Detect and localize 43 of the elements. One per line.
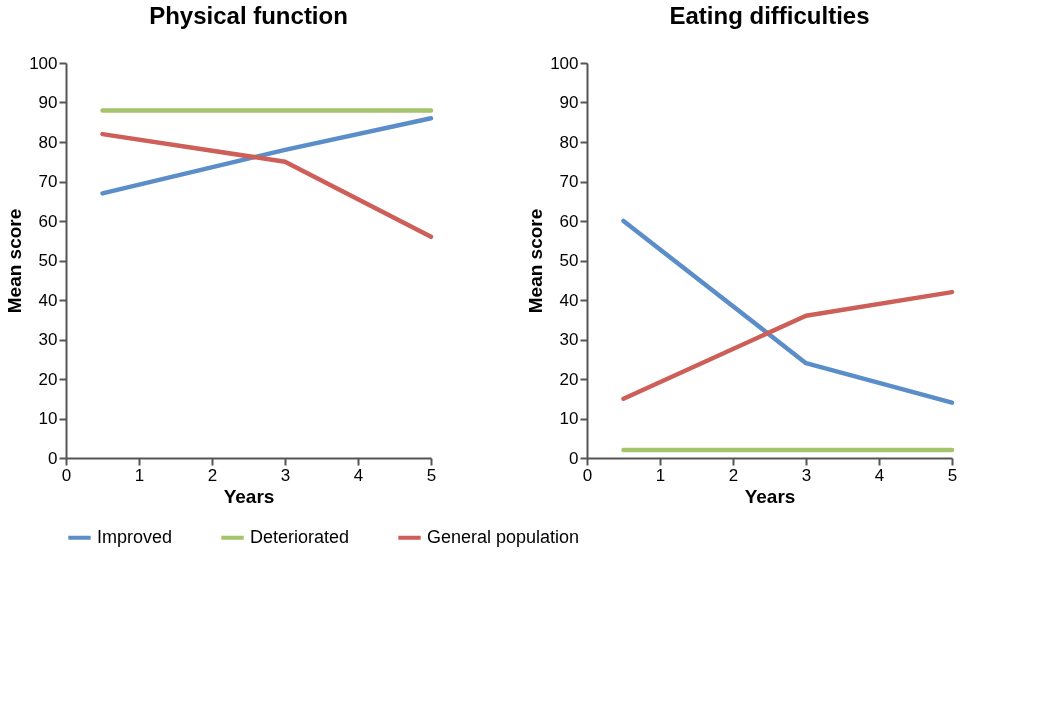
- x-tick-label: 4: [874, 465, 885, 485]
- x-tick-label: 0: [582, 465, 593, 485]
- legend-label: Improved: [97, 526, 173, 547]
- y-tick-label: 40: [38, 290, 58, 310]
- x-tick-label: 3: [801, 465, 812, 485]
- y-tick-label: 30: [559, 330, 579, 349]
- y-tick-label: 60: [38, 211, 58, 231]
- x-axis-title: Years: [744, 485, 796, 507]
- y-tick-label: 90: [38, 93, 58, 112]
- y-tick-label: 10: [38, 409, 58, 428]
- x-tick-label: 1: [134, 465, 145, 485]
- y-tick-label: 10: [559, 409, 579, 428]
- x-tick-label: 1: [655, 465, 666, 485]
- y-tick-label: 20: [38, 369, 58, 389]
- x-tick-label: 5: [947, 465, 958, 485]
- x-tick-label: 2: [728, 465, 739, 485]
- x-tick-label: 0: [61, 465, 72, 485]
- x-axis-title: Years: [223, 485, 275, 507]
- y-tick-label: 50: [559, 251, 579, 270]
- y-tick-label: 100: [550, 53, 579, 73]
- y-tick-label: 0: [569, 448, 579, 468]
- y-tick-label: 80: [559, 132, 579, 152]
- x-tick-label: 3: [280, 465, 291, 485]
- x-tick-label: 4: [353, 465, 364, 485]
- y-tick-label: 40: [559, 290, 579, 310]
- y-tick-label: 70: [38, 172, 58, 191]
- y-tick-label: 100: [29, 53, 58, 73]
- y-tick-label: 0: [48, 448, 58, 468]
- chart-title: Eating difficulties: [669, 2, 870, 29]
- chart-title: Physical function: [149, 2, 348, 29]
- x-tick-label: 2: [207, 465, 218, 485]
- legend-label: Deteriorated: [250, 526, 350, 547]
- y-tick-label: 20: [559, 369, 579, 389]
- y-axis-title: Mean score: [4, 208, 26, 314]
- y-tick-label: 50: [38, 251, 58, 270]
- y-tick-label: 80: [38, 132, 58, 152]
- y-axis-title: Mean score: [525, 208, 547, 314]
- y-tick-label: 30: [38, 330, 58, 349]
- y-tick-label: 90: [559, 93, 579, 112]
- y-tick-label: 70: [559, 172, 579, 191]
- y-tick-label: 60: [559, 211, 579, 231]
- x-tick-label: 5: [426, 465, 437, 485]
- legend-label: General population: [427, 526, 580, 547]
